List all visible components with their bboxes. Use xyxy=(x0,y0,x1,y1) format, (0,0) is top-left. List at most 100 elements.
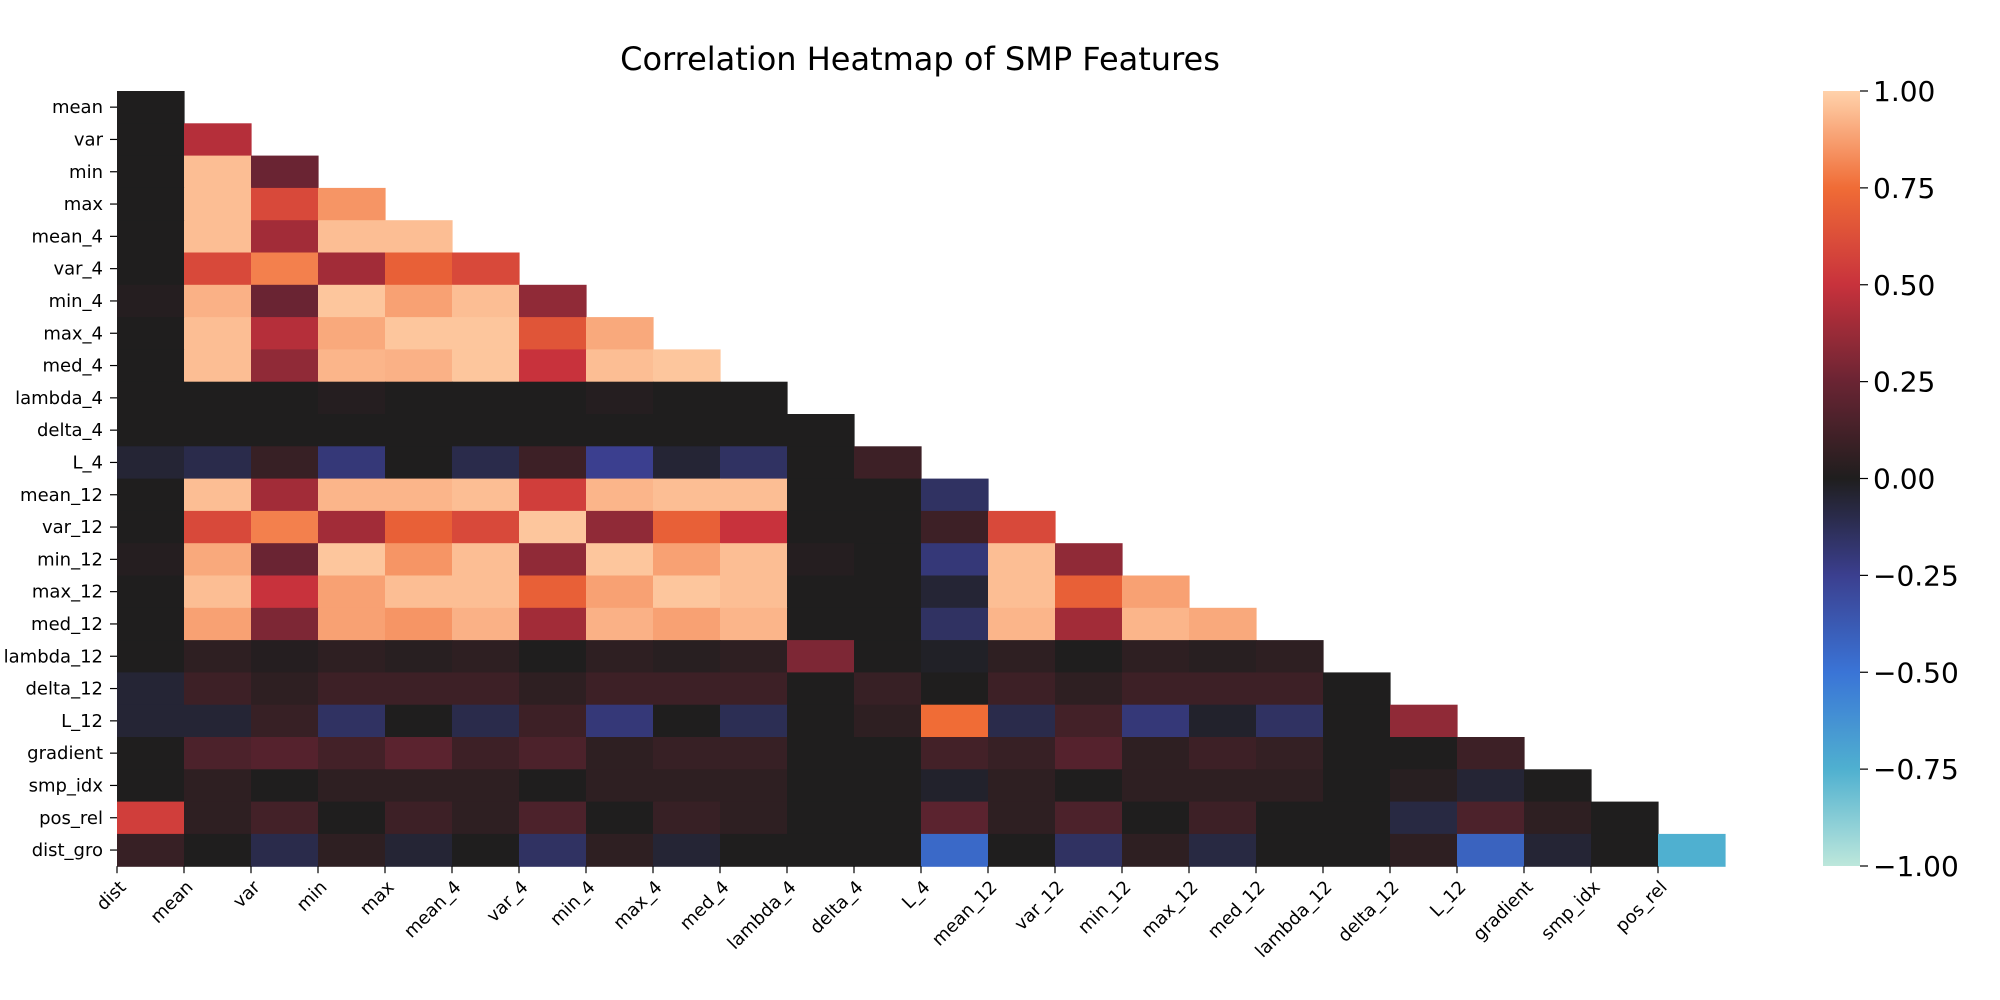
x-tick-label: var_4 xyxy=(483,877,533,927)
heatmap-cell xyxy=(1122,737,1190,770)
heatmap-cell xyxy=(1323,769,1391,803)
heatmap-cell xyxy=(787,414,855,447)
heatmap-cell xyxy=(519,801,587,835)
heatmap-cell xyxy=(1524,769,1592,803)
y-tick-label: pos_rel xyxy=(39,808,103,829)
heatmap-cell xyxy=(586,349,654,383)
heatmap-cell xyxy=(787,446,855,480)
colorbar-tick-label: 0.75 xyxy=(1873,172,1935,205)
heatmap-cell xyxy=(988,833,1056,867)
heatmap-cell xyxy=(854,478,922,512)
heatmap-cell xyxy=(184,187,252,221)
heatmap-cell xyxy=(184,801,252,835)
heatmap-cell xyxy=(318,607,386,641)
heatmap-cell xyxy=(184,704,252,738)
heatmap-cell xyxy=(653,672,721,706)
heatmap-cell xyxy=(653,414,721,447)
heatmap-cell xyxy=(519,575,587,609)
heatmap-cell xyxy=(1189,640,1257,673)
heatmap-cell xyxy=(1055,575,1123,609)
heatmap-cell xyxy=(1122,769,1190,803)
heatmap-cell xyxy=(385,446,453,480)
heatmap-cell xyxy=(251,155,319,189)
heatmap-cell xyxy=(318,769,386,803)
heatmap-cell xyxy=(519,833,587,867)
colorbar-tick-label: −0.25 xyxy=(1873,559,1959,592)
heatmap-cell xyxy=(519,769,587,803)
heatmap-cell xyxy=(1055,737,1123,770)
heatmap-cell xyxy=(452,607,520,641)
heatmap-cell xyxy=(586,446,654,480)
heatmap-cell xyxy=(117,414,185,447)
heatmap-cell xyxy=(117,478,185,512)
x-tick-label: delta_4 xyxy=(806,877,868,939)
heatmap-cell xyxy=(1055,769,1123,803)
heatmap-cell xyxy=(1055,801,1123,835)
heatmap-cell xyxy=(1256,801,1324,835)
colorbar xyxy=(1823,91,1860,866)
colorbar-tick-label: 0.25 xyxy=(1873,366,1935,399)
heatmap-cell xyxy=(653,381,721,415)
heatmap-cell xyxy=(184,155,252,189)
heatmap-cell xyxy=(1390,737,1458,770)
heatmap-cell xyxy=(720,446,788,480)
heatmap-cell xyxy=(184,769,252,803)
heatmap-cell xyxy=(385,769,453,803)
heatmap-cell xyxy=(720,381,788,415)
heatmap-cell xyxy=(586,510,654,544)
heatmap-cell xyxy=(251,672,319,706)
heatmap-cell xyxy=(1055,833,1123,867)
heatmap-cell xyxy=(653,704,721,738)
heatmap-cell xyxy=(1122,801,1190,835)
x-tick-label: var_12 xyxy=(1011,877,1069,935)
y-tick-label: var xyxy=(74,129,104,150)
heatmap-cell xyxy=(720,833,788,867)
heatmap-cell xyxy=(251,414,319,447)
x-tick-label: gradient xyxy=(1469,877,1537,945)
heatmap-cell xyxy=(787,769,855,803)
heatmap-cell xyxy=(1055,640,1123,673)
y-tick-label: min_4 xyxy=(49,291,103,312)
heatmap-cell xyxy=(921,640,989,673)
heatmap-cell xyxy=(318,478,386,512)
heatmap-cell xyxy=(586,640,654,673)
heatmap-cell xyxy=(385,317,453,350)
heatmap-cell xyxy=(586,478,654,512)
y-tick-label: dist_gro xyxy=(32,840,103,861)
heatmap-cell xyxy=(586,414,654,447)
heatmap-cell xyxy=(251,833,319,867)
heatmap-cell xyxy=(117,155,185,189)
heatmap-cell xyxy=(586,575,654,609)
heatmap-cell xyxy=(385,640,453,673)
heatmap-cell xyxy=(720,414,788,447)
heatmap-cell xyxy=(1122,607,1190,641)
heatmap-cell xyxy=(452,543,520,577)
heatmap-cell xyxy=(1055,543,1123,577)
heatmap-cell xyxy=(519,737,587,770)
heatmap-cell xyxy=(318,284,386,318)
y-tick-label: gradient xyxy=(27,743,103,764)
heatmap-cell xyxy=(787,575,855,609)
heatmap-cell xyxy=(184,607,252,641)
y-tick-label: mean_12 xyxy=(20,485,103,506)
heatmap-cell xyxy=(117,381,185,415)
heatmap-cell xyxy=(988,672,1056,706)
heatmap-cell xyxy=(1323,737,1391,770)
y-tick-label: med_4 xyxy=(43,356,104,377)
heatmap-cell xyxy=(586,704,654,738)
heatmap-cell xyxy=(720,640,788,673)
heatmap-cell xyxy=(1256,640,1324,673)
y-tick-label: max_12 xyxy=(32,582,103,603)
heatmap-cell xyxy=(854,640,922,673)
heatmap-cell xyxy=(318,381,386,415)
x-tick-label: med_12 xyxy=(1204,877,1270,943)
heatmap-cell xyxy=(653,478,721,512)
heatmap-cell xyxy=(586,833,654,867)
heatmap-cell xyxy=(1256,704,1324,738)
heatmap-cell xyxy=(318,446,386,480)
heatmap-cell xyxy=(1256,769,1324,803)
heatmap-cell xyxy=(586,381,654,415)
heatmap-cell xyxy=(251,381,319,415)
heatmap-cell xyxy=(1390,801,1458,835)
heatmap-cell xyxy=(787,737,855,770)
